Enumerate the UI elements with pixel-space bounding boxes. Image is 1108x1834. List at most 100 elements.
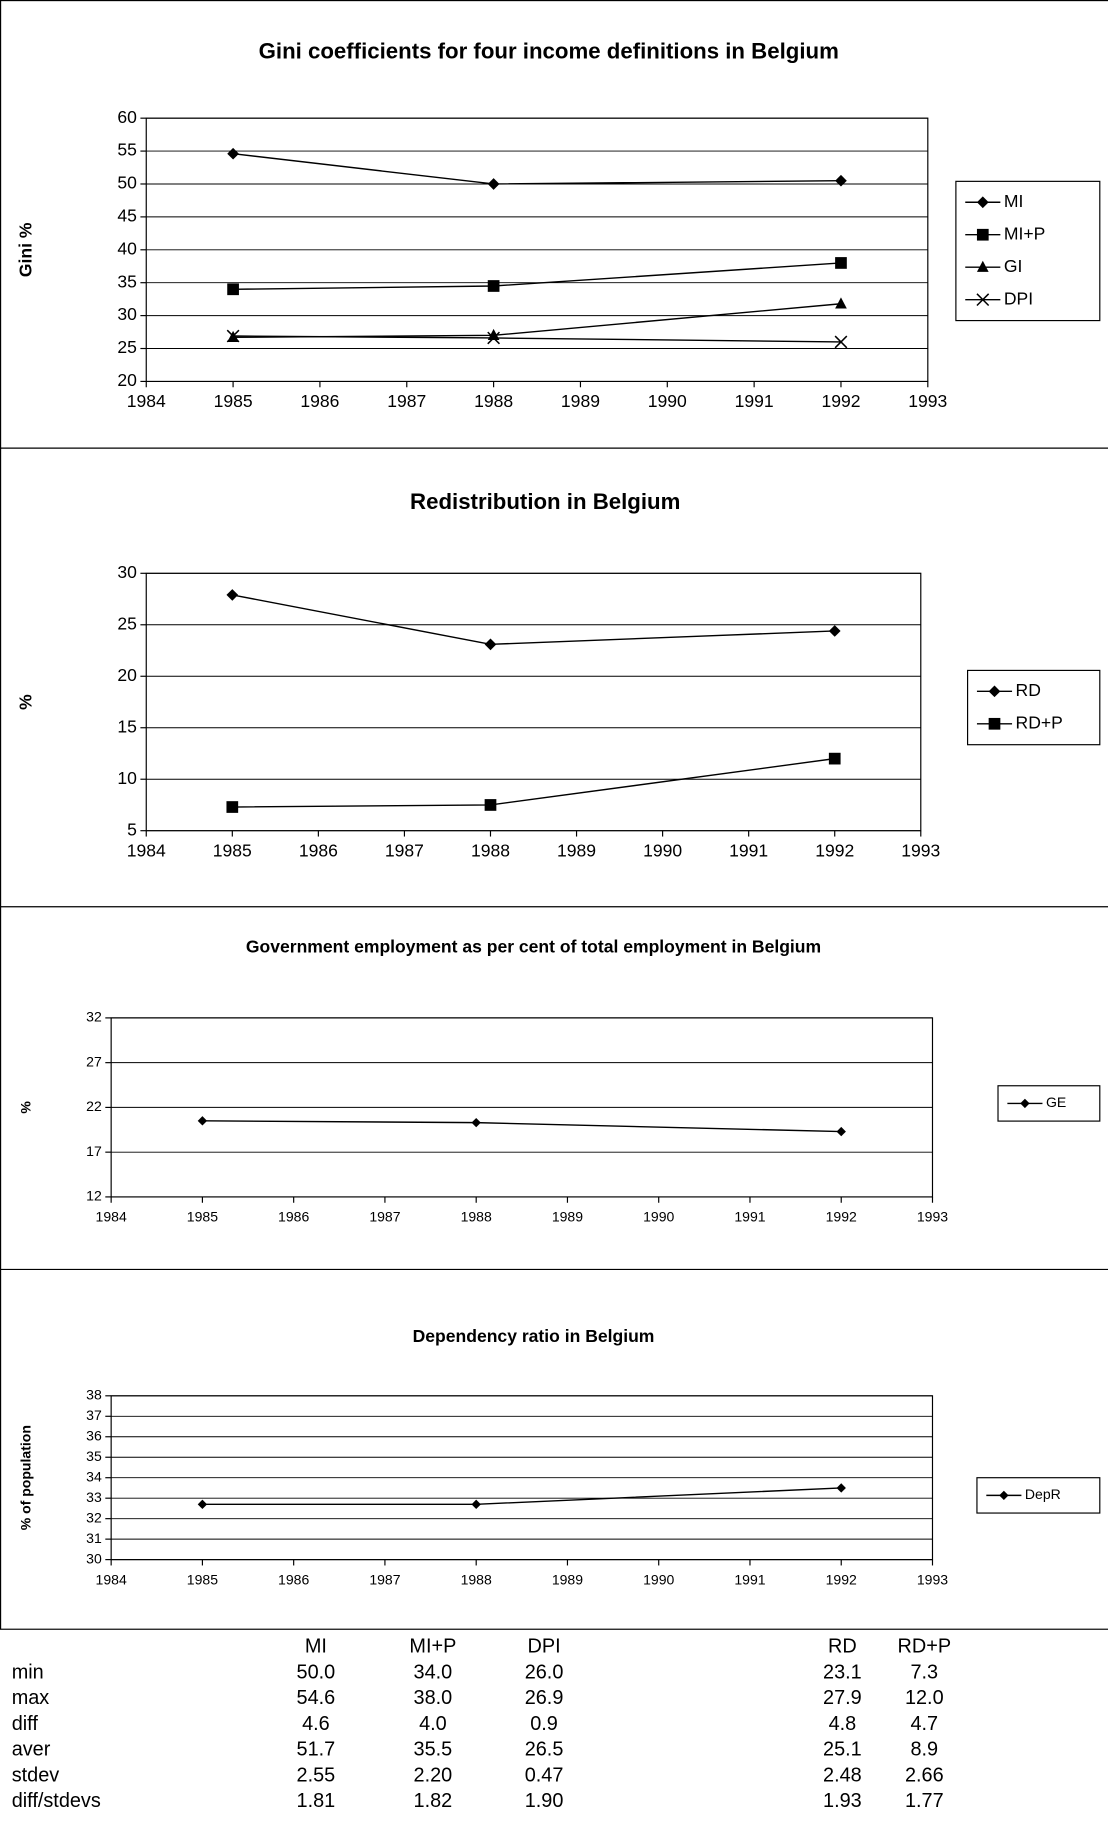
cell: 51.7 [297,1739,336,1761]
row-label: max [12,1687,50,1709]
y-tick-label: 36 [86,1427,102,1443]
y-tick-label: 35 [86,1448,102,1464]
chart-title: Dependency ratio in Belgium [413,1326,655,1346]
x-tick-label: 1988 [461,1209,492,1225]
y-tick-label: 38 [86,1387,102,1403]
x-tick-label: 1992 [821,391,860,411]
marker [226,589,239,601]
x-tick-label: 1993 [908,391,947,411]
cell: 34.0 [414,1661,453,1683]
series-line [232,757,835,808]
x-tick-label: 1987 [369,1209,400,1225]
x-tick-label: 1985 [214,391,253,411]
y-tick-label: 35 [117,271,137,291]
x-tick-label: 1986 [300,391,339,411]
y-tick-label: 37 [86,1407,102,1423]
legend-marker [976,196,989,209]
marker [227,283,239,296]
series-line [233,153,841,185]
y-tick-label: 32 [86,1509,102,1525]
legend-label: RD+P [1016,712,1063,732]
y-tick-label: 20 [117,370,137,390]
column-header: MI+P [409,1636,456,1658]
y-tick-label: 34 [86,1468,102,1484]
x-tick-label: 1989 [552,1571,583,1587]
x-tick-label: 1992 [826,1571,857,1587]
cell: 4.0 [419,1713,447,1735]
y-tick-label: 30 [86,1550,102,1566]
marker [835,257,847,269]
marker [836,1126,846,1137]
y-tick-label: 27 [86,1053,102,1069]
legend-marker [988,685,1001,698]
legend-box [967,669,1101,746]
column-header: DPI [527,1636,560,1658]
legend-label: GI [1004,256,1023,276]
y-tick-label: 12 [86,1188,102,1204]
x-tick-label: 1985 [187,1571,218,1587]
x-tick-label: 1990 [648,391,687,411]
series-line [233,335,841,343]
series-line [233,262,842,290]
series-line [232,594,835,646]
x-tick-label: 1989 [561,391,600,411]
marker [197,1116,208,1126]
y-tick-label: 30 [117,304,137,324]
x-tick-label: 1984 [127,840,166,860]
cell: 26.5 [525,1739,564,1761]
plot-frame [145,572,922,832]
legend-marker [976,260,989,272]
marker [226,329,240,343]
x-tick-label: 1988 [471,840,510,860]
frame [0,0,1108,1630]
column-header: RD+P [898,1636,952,1658]
marker [835,174,847,187]
cell: 4.8 [829,1713,857,1735]
legend-marker [976,293,990,307]
y-tick-label: 33 [86,1489,102,1505]
marker [471,1499,481,1510]
legend-label: RD [1016,680,1041,700]
series-line [202,1120,842,1133]
y-tick-label: 25 [117,613,137,633]
y-tick-label: 32 [86,1009,102,1025]
x-tick-label: 1985 [213,840,252,860]
marker [836,1483,846,1493]
marker [487,178,500,190]
cell: 1.93 [823,1790,862,1812]
x-tick-label: 1988 [461,1571,492,1587]
y-tick-label: 10 [117,768,137,788]
cell: 7.3 [910,1661,938,1683]
marker [227,147,239,160]
cell: 8.9 [910,1739,938,1761]
chart-title: Government employment as per cent of tot… [246,936,821,956]
y-tick-label: 60 [117,107,137,127]
x-tick-label: 1989 [552,1209,583,1225]
x-tick-label: 1993 [917,1571,948,1587]
cell: 4.7 [910,1713,938,1735]
x-tick-label: 1986 [299,840,338,860]
row-label: diff [12,1713,39,1735]
cell: 1.81 [297,1790,336,1812]
x-tick-label: 1986 [278,1209,309,1225]
chart-title: Gini coefficients for four income defini… [259,39,839,64]
plot-frame [110,1017,934,1198]
marker [835,297,847,309]
x-tick-label: 1985 [187,1209,218,1225]
column-header: RD [828,1636,857,1658]
cell: 23.1 [823,1661,862,1683]
y-axis-label: % of population [18,1425,34,1530]
y-tick-label: 15 [117,716,137,736]
cell: 1.82 [414,1790,453,1812]
marker [487,280,500,292]
series-line [233,303,842,339]
x-tick-label: 1991 [734,1209,765,1225]
marker [487,328,500,341]
cell: 0.9 [530,1713,558,1735]
x-tick-label: 1991 [729,840,768,860]
y-tick-label: 45 [117,206,137,226]
y-axis-label: % [16,694,36,710]
y-tick-label: 50 [117,173,137,193]
x-tick-label: 1990 [643,1209,674,1225]
